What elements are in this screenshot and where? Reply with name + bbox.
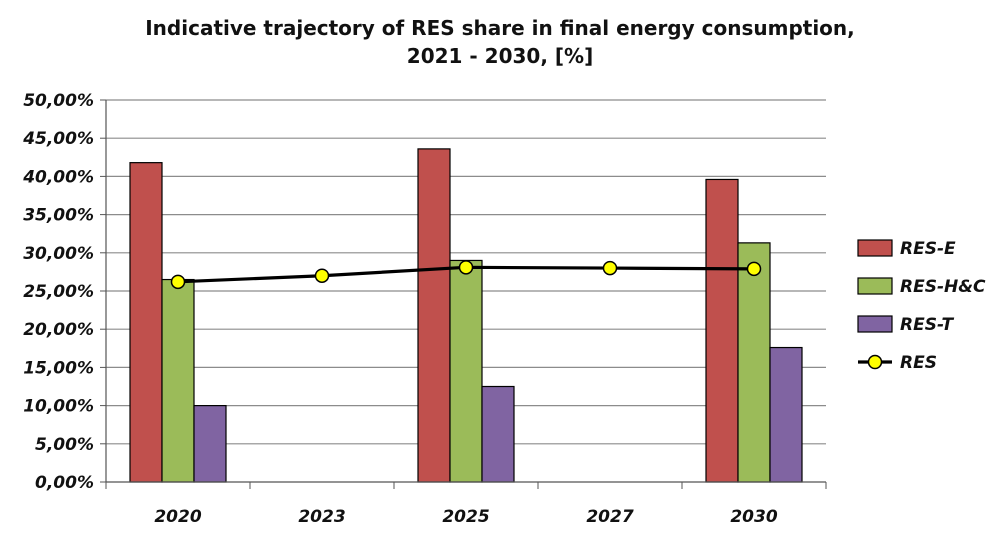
y-tick-label: 25,00% <box>23 282 94 302</box>
bar-res-t-2020 <box>193 405 227 483</box>
legend-swatch-res-h-c <box>857 277 893 295</box>
y-tick-label: 35,00% <box>23 206 94 226</box>
bar-res-t-2030 <box>769 346 803 483</box>
legend-label-res-h-c: RES-H&C <box>900 277 986 297</box>
legend-label-res: RES <box>900 353 937 373</box>
chart-title: Indicative trajectory of RES share in fi… <box>0 14 1000 70</box>
point-res-2027 <box>602 260 618 276</box>
point-res-2030 <box>746 261 762 277</box>
y-tick-label: 40,00% <box>22 167 94 187</box>
bar-res-e-2030 <box>705 178 739 483</box>
x-tick-label: 2030 <box>730 507 777 527</box>
y-tick-label: 15,00% <box>23 358 94 378</box>
y-tick-label: 0,00% <box>35 473 94 493</box>
bar-res-e-2025 <box>417 148 451 483</box>
chart-title-line-2: 2021 - 2030, [%] <box>406 44 594 68</box>
x-tick-label: 2027 <box>586 507 633 527</box>
y-tick-label: 45,00% <box>22 129 94 149</box>
point-res-2023 <box>314 268 330 283</box>
legend-label-res-t: RES-T <box>900 315 955 335</box>
x-tick-label: 2025 <box>442 507 489 527</box>
point-res-2020 <box>170 274 186 290</box>
y-tick-label: 30,00% <box>23 244 94 264</box>
bar-res-h-c-2025 <box>449 259 483 483</box>
y-tick-label: 10,00% <box>23 397 94 417</box>
legend-label-res-e: RES-E <box>900 239 956 259</box>
legend-swatch-res-e <box>857 239 893 257</box>
y-tick-label: 5,00% <box>35 435 94 455</box>
point-res-2025 <box>458 260 474 275</box>
bar-res-t-2025 <box>481 385 515 483</box>
bar-res-h-c-2020 <box>161 278 195 483</box>
bar-res-e-2020 <box>129 162 163 483</box>
bar-res-h-c-2030 <box>737 242 771 483</box>
legend-marker-res <box>867 354 883 370</box>
chart-title-line-1: Indicative trajectory of RES share in fi… <box>145 16 855 40</box>
x-tick-label: 2020 <box>154 507 201 527</box>
legend-swatch-res-t <box>857 315 893 333</box>
x-tick-label: 2023 <box>298 507 345 527</box>
y-tick-label: 50,00% <box>23 91 94 111</box>
y-tick-label: 20,00% <box>23 320 94 340</box>
